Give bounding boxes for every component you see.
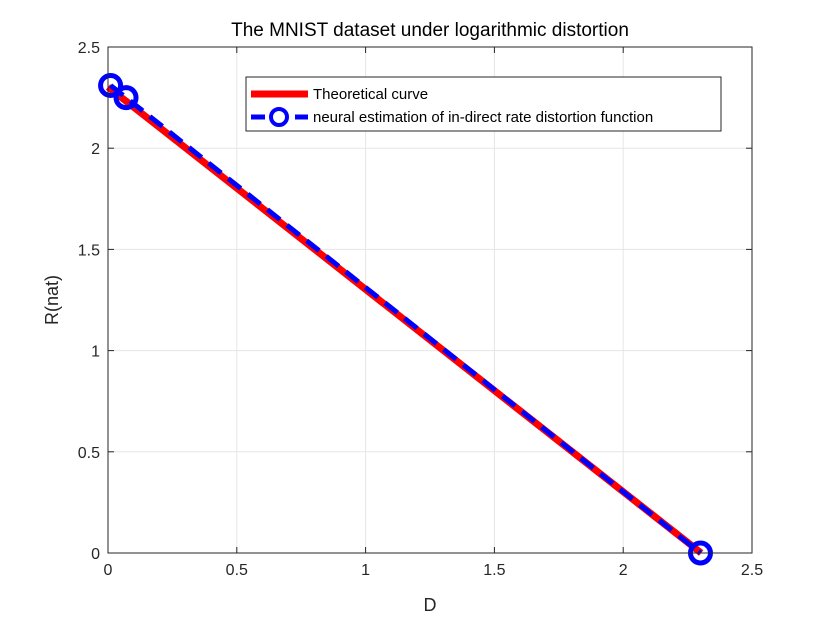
axes-box xyxy=(107,46,753,554)
series-neural-estimation-point xyxy=(113,85,139,111)
legend-label-theoretical: Theoretical curve xyxy=(313,86,428,103)
x-tick-label: 0 xyxy=(104,562,113,579)
y-tick-label: 1 xyxy=(91,344,100,361)
legend: Theoretical curve neural estimation of i… xyxy=(245,76,722,132)
y-tick-label: 0 xyxy=(91,546,100,563)
series-neural-estimation-line xyxy=(109,83,703,555)
x-tick-label: 2.5 xyxy=(741,562,763,579)
series-neural-estimation-point xyxy=(98,72,124,98)
y-tick-label: 2.5 xyxy=(78,40,100,57)
ticks: 0 0.5 1 1.5 2 2.5 0 0.5 1 1.5 2 2.5 xyxy=(78,40,763,579)
x-tick-label: 2 xyxy=(619,562,628,579)
x-tick-label: 1 xyxy=(361,562,370,579)
x-tick-label: 1.5 xyxy=(483,562,505,579)
y-tick-label: 2 xyxy=(91,141,100,158)
chart-title: The MNIST dataset under logarithmic dist… xyxy=(231,20,629,41)
legend-box xyxy=(245,76,722,132)
legend-marker-neural-estimation xyxy=(269,107,289,127)
y-axis-label: R(nat) xyxy=(42,275,62,325)
y-tick-label: 0.5 xyxy=(78,445,100,462)
y-tick-label: 1.5 xyxy=(78,242,100,259)
legend-label-neural-estimation: neural estimation of in-direct rate dist… xyxy=(313,109,653,126)
x-axis-label: D xyxy=(424,595,437,615)
x-tick-label: 0.5 xyxy=(226,562,248,579)
